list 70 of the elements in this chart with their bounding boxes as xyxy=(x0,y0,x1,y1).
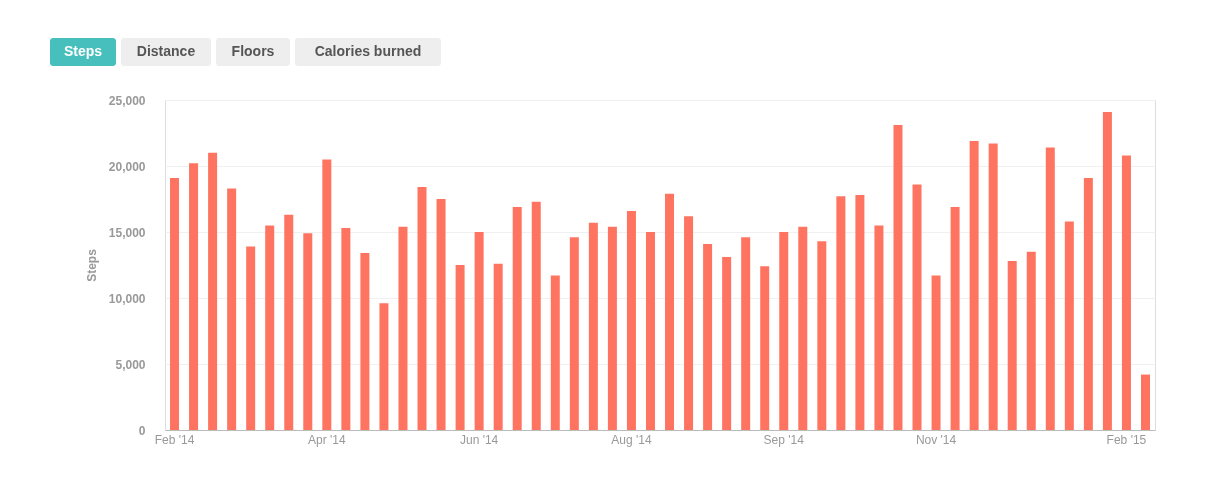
bar xyxy=(874,225,884,430)
bar xyxy=(1140,374,1150,430)
y-tick-label: 5,000 xyxy=(115,357,146,372)
bar xyxy=(455,265,465,430)
x-tick-label: Feb '15 xyxy=(1106,432,1147,447)
bar xyxy=(322,159,332,430)
bar xyxy=(645,232,655,430)
bar xyxy=(855,195,865,430)
bar xyxy=(417,187,427,430)
bar xyxy=(760,266,770,430)
bar xyxy=(246,246,256,430)
y-tick-label: 20,000 xyxy=(108,159,146,174)
y-tick-label: 25,000 xyxy=(108,93,146,108)
bar xyxy=(1007,261,1017,430)
bar xyxy=(531,201,541,430)
x-tick-label: Apr '14 xyxy=(308,432,346,447)
bar xyxy=(360,253,370,430)
bar xyxy=(170,177,180,430)
bar xyxy=(836,196,846,430)
bar xyxy=(741,237,751,430)
text: Distance xyxy=(136,43,196,59)
y-axis-title: Steps xyxy=(84,248,99,282)
bar xyxy=(550,275,560,430)
bar xyxy=(722,257,732,430)
bar xyxy=(665,193,675,430)
bar xyxy=(1083,177,1093,430)
bar xyxy=(1026,251,1036,430)
y-tick-label: 0 xyxy=(138,423,146,438)
x-tick-label: Nov '14 xyxy=(915,432,957,447)
bar xyxy=(607,226,617,430)
text: Calories burned xyxy=(314,43,422,59)
bar xyxy=(493,263,503,430)
y-tick-label: 10,000 xyxy=(108,291,146,306)
bar xyxy=(817,241,827,430)
bar xyxy=(569,237,579,430)
bar xyxy=(1102,111,1112,430)
bar xyxy=(474,232,484,430)
bar xyxy=(341,228,351,430)
bar xyxy=(626,210,636,430)
bar xyxy=(512,206,522,430)
text: Floors xyxy=(231,43,275,59)
bar xyxy=(684,216,694,430)
bar xyxy=(931,275,941,430)
x-tick-label: Feb '14 xyxy=(154,432,195,447)
bar xyxy=(208,152,218,430)
bar xyxy=(988,143,998,430)
bar xyxy=(950,206,960,430)
bar xyxy=(893,125,903,430)
bar xyxy=(227,188,237,430)
bar xyxy=(436,199,446,430)
bar xyxy=(798,226,808,430)
bar xyxy=(703,243,713,430)
bar xyxy=(189,163,199,430)
bar xyxy=(265,225,275,430)
bar xyxy=(398,226,408,430)
x-tick-label: Jun '14 xyxy=(459,432,499,447)
bar xyxy=(303,233,313,430)
x-tick-label: Sep '14 xyxy=(763,432,805,447)
text: Steps xyxy=(63,43,103,59)
bar xyxy=(1064,221,1074,430)
bar xyxy=(284,214,294,430)
bar xyxy=(379,303,389,430)
bar xyxy=(969,140,979,430)
bar xyxy=(779,232,789,430)
y-tick-label: 15,000 xyxy=(108,225,146,240)
bar xyxy=(588,222,598,430)
bar xyxy=(912,184,922,430)
bar xyxy=(1045,147,1055,430)
x-tick-label: Aug '14 xyxy=(611,432,652,447)
bar xyxy=(1121,155,1131,430)
